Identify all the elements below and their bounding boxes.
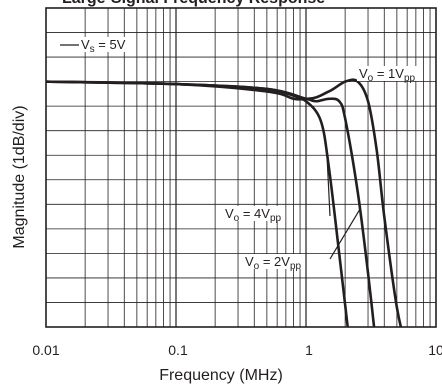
- x-tick-label: 1: [305, 342, 313, 358]
- series-line-vo-4vpp: [46, 80, 350, 327]
- supply-voltage-label: Vs = 5V: [79, 37, 128, 55]
- x-tick-label: 0.1: [168, 342, 188, 358]
- plot-frame: [45, 7, 437, 328]
- vo-2vpp-leader: [329, 208, 361, 260]
- series-label-vo-2vpp: Vo = 2Vpp: [243, 254, 304, 272]
- x-axis-label: Frequency (MHz): [159, 367, 283, 384]
- series-label-vo-4vpp: Vo = 4Vpp: [223, 206, 284, 224]
- x-tick-label: 0.01: [32, 342, 60, 358]
- chart-title: Large-Signal Frequency Response: [62, 0, 325, 8]
- y-axis-label: Magnitude (1dB/div): [11, 105, 28, 249]
- series-label-vo-1vpp: Vo = 1Vpp: [357, 66, 418, 84]
- plot-area: [46, 8, 436, 327]
- vo-4vpp-leader: [326, 155, 331, 217]
- x-tick-label: 10: [428, 342, 442, 358]
